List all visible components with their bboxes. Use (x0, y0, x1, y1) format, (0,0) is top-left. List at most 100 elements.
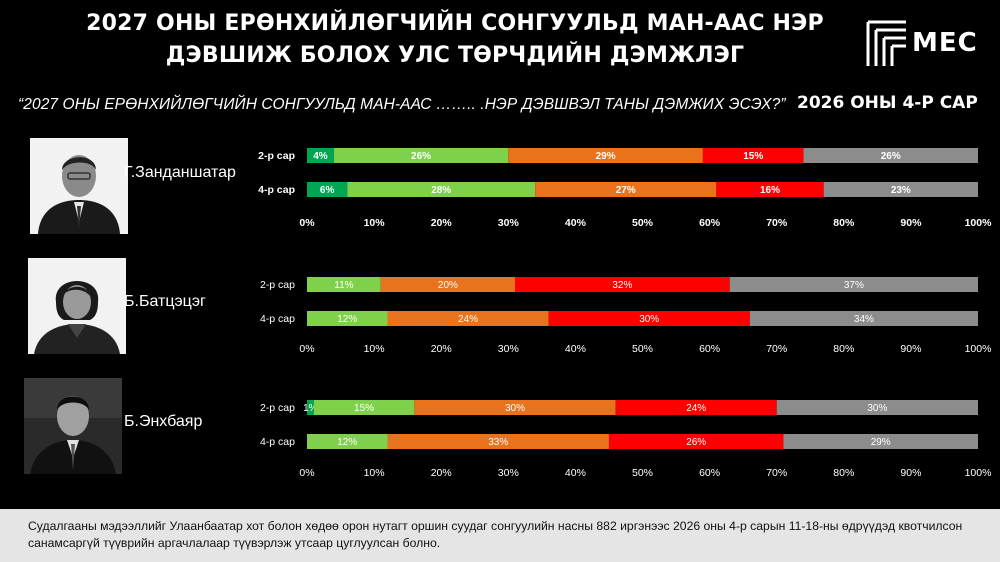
x-tick-label: 0% (299, 467, 314, 479)
footnote-text: Судалгааны мэдээллийг Улаанбаатар хот бо… (28, 519, 963, 550)
bar-segment (823, 182, 978, 197)
data-label: 32% (612, 280, 632, 291)
footnote-box: Судалгааны мэдээллийг Улаанбаатар хот бо… (0, 509, 1000, 562)
x-tick-label: 100% (965, 467, 992, 479)
data-label: 12% (337, 314, 357, 325)
data-label: 24% (686, 403, 706, 414)
bar-segment (347, 182, 536, 197)
data-label: 11% (334, 280, 353, 291)
bar-segment (548, 311, 750, 326)
row-label: 4-р сар (260, 436, 295, 448)
page-title: 2027 ОНЫ ЕРӨНХИЙЛӨГЧИЙН СОНГУУЛЬД МАН-АА… (60, 8, 850, 72)
person-name-zandanshatar: Г.Занданшатар (124, 164, 236, 181)
mec-logo-icon (866, 20, 906, 66)
survey-period: 2026 ОНЫ 4-Р САР (797, 93, 978, 113)
person-name-battsetseg: Б.Батцэцэг (124, 293, 206, 310)
portrait-battsetseg (28, 258, 126, 354)
data-label: 27% (616, 185, 636, 196)
bar-segment (508, 148, 703, 163)
data-label: 34% (854, 314, 874, 325)
x-tick-label: 90% (900, 217, 922, 229)
x-tick-label: 70% (766, 343, 787, 355)
data-label: 29% (871, 437, 891, 448)
bar-segment (608, 434, 784, 449)
data-label: 26% (686, 437, 706, 448)
bar-segment (776, 400, 978, 415)
bar-segment (333, 148, 509, 163)
bar-segment (387, 311, 549, 326)
x-tick-label: 100% (965, 343, 992, 355)
x-tick-label: 30% (498, 217, 520, 229)
row-label: 2-р сар (260, 279, 295, 291)
data-label: 30% (639, 314, 659, 325)
data-label: 20% (438, 280, 458, 291)
row-label: 2-р сар (258, 150, 295, 162)
x-tick-label: 90% (900, 343, 921, 355)
bar-segment (307, 311, 388, 326)
bar-segment (307, 400, 314, 415)
row-label: 4-р сар (260, 313, 295, 325)
bar-segment (702, 148, 804, 163)
x-tick-label: 60% (699, 343, 720, 355)
bar-segment (783, 434, 978, 449)
x-tick-label: 50% (632, 343, 653, 355)
data-label: 26% (411, 151, 431, 162)
data-label: 6% (320, 185, 335, 196)
bar-segment (414, 400, 616, 415)
x-tick-label: 10% (364, 467, 385, 479)
x-tick-label: 20% (431, 343, 452, 355)
data-label: 24% (458, 314, 478, 325)
x-tick-label: 40% (565, 343, 586, 355)
bar-segment (313, 400, 415, 415)
x-tick-label: 90% (900, 467, 921, 479)
data-label: 33% (488, 437, 508, 448)
bar-segment (615, 400, 777, 415)
bar-segment (307, 182, 348, 197)
row-label: 2-р сар (260, 402, 295, 414)
x-tick-label: 10% (364, 217, 386, 229)
x-tick-label: 60% (699, 217, 721, 229)
data-label: 15% (354, 403, 374, 414)
x-tick-label: 80% (833, 217, 855, 229)
x-tick-label: 50% (632, 467, 653, 479)
logo-text: MEC (912, 28, 978, 58)
data-label: 26% (881, 151, 901, 162)
data-label: 12% (337, 437, 357, 448)
bar-segment (716, 182, 824, 197)
person-name-enkhbayar: Б.Энхбаяр (124, 413, 203, 430)
x-tick-label: 30% (498, 343, 519, 355)
title-line-1: 2027 ОНЫ ЕРӨНХИЙЛӨГЧИЙН СОНГУУЛЬД МАН-АА… (86, 11, 824, 36)
x-tick-label: 80% (833, 343, 854, 355)
x-tick-label: 100% (965, 217, 993, 229)
x-tick-label: 50% (632, 217, 654, 229)
data-label: 15% (743, 151, 763, 162)
data-label: 30% (867, 403, 887, 414)
x-tick-label: 20% (431, 217, 453, 229)
x-tick-label: 20% (431, 467, 452, 479)
x-tick-label: 70% (766, 467, 787, 479)
data-label: 28% (431, 185, 451, 196)
data-label: 16% (760, 185, 780, 196)
portrait-zandanshatar (30, 138, 128, 234)
x-tick-label: 40% (565, 467, 586, 479)
title-line-2: ДЭВШИЖ БОЛОХ УЛС ТӨРЧДИЙН ДЭМЖЛЭГ (165, 43, 745, 68)
row-label: 4-р сар (258, 184, 295, 196)
data-label: 29% (596, 151, 616, 162)
survey-question: “2027 ОНЫ ЕРӨНХИЙЛӨГЧИЙН СОНГУУЛЬД МАН-А… (18, 96, 786, 113)
x-tick-label: 80% (833, 467, 854, 479)
x-tick-label: 30% (498, 467, 519, 479)
data-label: 30% (505, 403, 525, 414)
x-tick-label: 0% (299, 343, 314, 355)
data-label: 4% (313, 151, 328, 162)
data-label: 23% (891, 185, 911, 196)
bar-segment (387, 434, 609, 449)
x-tick-label: 70% (766, 217, 788, 229)
bar-segment (380, 277, 516, 292)
bar-segment (729, 277, 978, 292)
bar-segment (749, 311, 978, 326)
data-label: 1% (303, 403, 318, 414)
bar-segment (307, 277, 381, 292)
x-tick-label: 60% (699, 467, 720, 479)
x-tick-label: 40% (565, 217, 587, 229)
bar-segment (515, 277, 730, 292)
